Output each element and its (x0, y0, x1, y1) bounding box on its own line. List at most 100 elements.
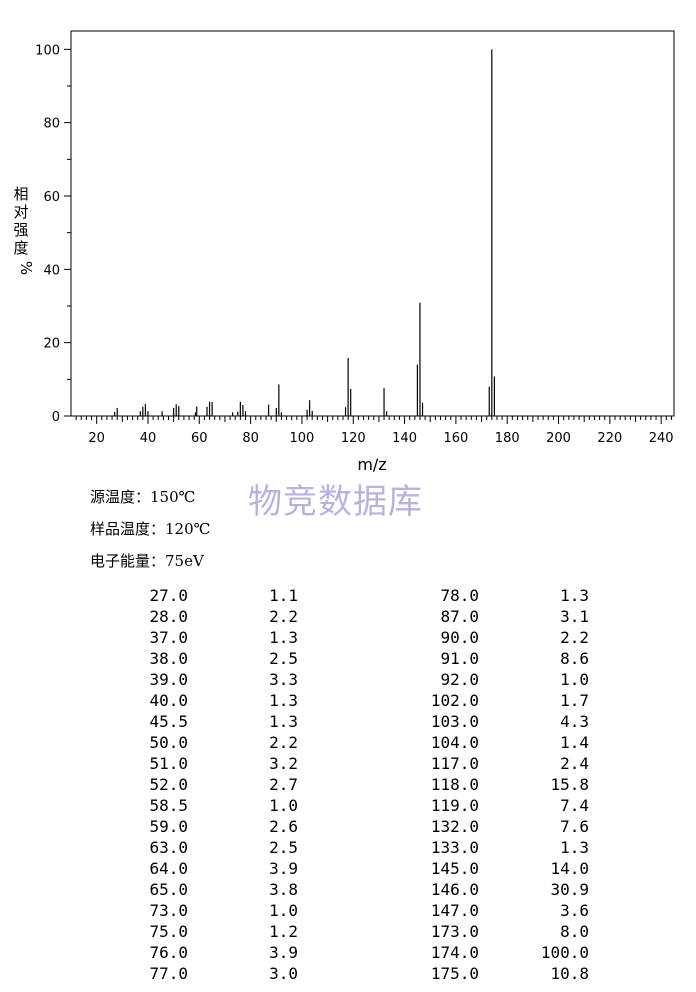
mz-left-cell: 40.0 (149, 691, 188, 710)
mass-spectrum-chart: 20 40 60 80 100 120 140 160 180 200 220 240 0 20 40 60… (13, 30, 675, 474)
y-axis-label-char: 强 (13, 221, 28, 239)
table-row: 76.0 3.9 174.0 100.0 (0, 943, 696, 964)
intensity-left-cell: 3.0 (269, 964, 298, 983)
intensity-right-cell: 1.0 (560, 670, 589, 689)
mz-left-cell: 75.0 (149, 922, 188, 941)
y-tick-label: 80 (43, 117, 60, 132)
y-tick-label: 0 (52, 410, 60, 425)
intensity-right-cell: 7.6 (560, 817, 589, 836)
mz-right-cell: 145.0 (430, 859, 479, 878)
source-temperature: 源温度：150℃ (90, 488, 196, 506)
y-tick-label: 60 (43, 190, 60, 205)
table-row: 59.0 2.6 132.0 7.6 (0, 817, 696, 838)
mz-left-cell: 77.0 (149, 964, 188, 983)
electron-energy: 电子能量：75eV (90, 552, 204, 570)
mz-right-cell: 175.0 (430, 964, 479, 983)
intensity-left-cell: 2.5 (269, 649, 298, 668)
mz-right-cell: 102.0 (430, 691, 479, 710)
table-row: 37.0 1.3 90.0 2.2 (0, 628, 696, 649)
mz-right-cell: 119.0 (430, 796, 479, 815)
mz-left-cell: 28.0 (149, 607, 188, 626)
x-tick-label: 160 (443, 431, 468, 446)
mz-right-cell: 104.0 (430, 733, 479, 752)
x-tick-label: 20 (88, 431, 105, 446)
plot-frame (70, 30, 675, 417)
peak-bars (114, 49, 495, 416)
y-axis-label-char: 相 (13, 185, 28, 203)
intensity-left-cell: 1.3 (269, 691, 298, 710)
intensity-right-cell: 8.0 (560, 922, 589, 941)
table-row: 39.0 3.3 92.0 1.0 (0, 670, 696, 691)
intensity-left-cell: 2.7 (269, 775, 298, 794)
x-tick-label: 80 (242, 431, 259, 446)
intensity-right-cell: 1.3 (560, 838, 589, 857)
watermark: 物竞数据库 (248, 482, 423, 522)
table-row: 64.0 3.9 145.0 14.0 (0, 859, 696, 880)
intensity-right-cell: 2.4 (560, 754, 589, 773)
y-axis: 0 20 40 60 80 100 (35, 43, 71, 425)
table-row: 77.0 3.0 175.0 10.8 (0, 964, 696, 985)
mz-left-cell: 38.0 (149, 649, 188, 668)
intensity-left-cell: 1.2 (269, 922, 298, 941)
x-tick-label: 60 (191, 431, 208, 446)
x-tick-label: 180 (495, 431, 520, 446)
mz-left-cell: 27.0 (149, 586, 188, 605)
mz-right-cell: 92.0 (440, 670, 479, 689)
intensity-right-cell: 3.6 (560, 901, 589, 920)
mz-right-cell: 132.0 (430, 817, 479, 836)
intensity-left-cell: 3.9 (269, 859, 298, 878)
mz-right-cell: 173.0 (430, 922, 479, 941)
mz-right-cell: 117.0 (430, 754, 479, 773)
intensity-left-cell: 3.8 (269, 880, 298, 899)
table-row: 52.0 2.7 118.0 15.8 (0, 775, 696, 796)
intensity-right-cell: 14.0 (550, 859, 589, 878)
table-row: 45.5 1.3 103.0 4.3 (0, 712, 696, 733)
y-axis-label-char: % (17, 261, 35, 275)
intensity-right-cell: 1.7 (560, 691, 589, 710)
table-row: 75.0 1.2 173.0 8.0 (0, 922, 696, 943)
x-axis-label: m/z (357, 455, 386, 474)
mz-right-cell: 78.0 (440, 586, 479, 605)
intensity-left-cell: 3.2 (269, 754, 298, 773)
intensity-right-cell: 10.8 (550, 964, 589, 983)
intensity-left-cell: 2.5 (269, 838, 298, 857)
table-row: 65.0 3.8 146.0 30.9 (0, 880, 696, 901)
mz-left-cell: 37.0 (149, 628, 188, 647)
table-row: 50.0 2.2 104.0 1.4 (0, 733, 696, 754)
x-tick-label: 240 (649, 431, 674, 446)
intensity-left-cell: 2.6 (269, 817, 298, 836)
x-tick-label: 220 (597, 431, 622, 446)
table-row: 58.5 1.0 119.0 7.4 (0, 796, 696, 817)
intensity-right-cell: 100.0 (540, 943, 589, 962)
table-row: 38.0 2.5 91.0 8.6 (0, 649, 696, 670)
mz-left-cell: 39.0 (149, 670, 188, 689)
mz-left-cell: 76.0 (149, 943, 188, 962)
intensity-left-cell: 2.2 (269, 607, 298, 626)
mz-left-cell: 59.0 (149, 817, 188, 836)
intensity-right-cell: 8.6 (560, 649, 589, 668)
mz-left-cell: 65.0 (149, 880, 188, 899)
intensity-left-cell: 1.3 (269, 628, 298, 647)
intensity-left-cell: 1.3 (269, 712, 298, 731)
intensity-right-cell: 15.8 (550, 775, 589, 794)
table-row: 73.0 1.0 147.0 3.6 (0, 901, 696, 922)
intensity-right-cell: 4.3 (560, 712, 589, 731)
table-row: 63.0 2.5 133.0 1.3 (0, 838, 696, 859)
intensity-left-cell: 1.1 (269, 586, 298, 605)
y-tick-label: 20 (43, 337, 60, 352)
intensity-right-cell: 1.4 (560, 733, 589, 752)
mz-right-cell: 147.0 (430, 901, 479, 920)
mz-left-cell: 52.0 (149, 775, 188, 794)
intensity-right-cell: 7.4 (560, 796, 589, 815)
y-axis-label-char: 度 (13, 239, 28, 257)
x-tick-label: 200 (546, 431, 571, 446)
intensity-right-cell: 2.2 (560, 628, 589, 647)
intensity-left-cell: 3.3 (269, 670, 298, 689)
mz-right-cell: 118.0 (430, 775, 479, 794)
y-tick-label: 100 (35, 43, 60, 58)
mz-left-cell: 45.5 (149, 712, 188, 731)
x-axis: 20 40 60 80 100 120 140 160 180 200 220 240 (75, 416, 674, 446)
mz-left-cell: 73.0 (149, 901, 188, 920)
mz-left-cell: 50.0 (149, 733, 188, 752)
